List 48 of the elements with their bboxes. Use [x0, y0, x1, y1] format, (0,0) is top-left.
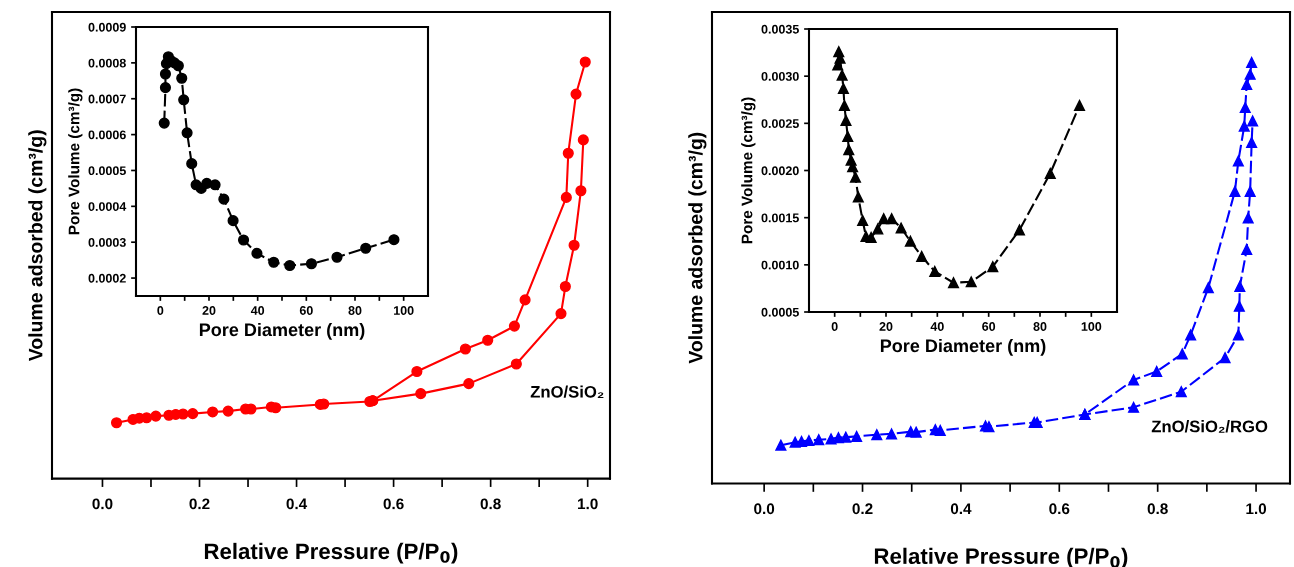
y-tick-label: 0.0015: [761, 213, 799, 223]
y-tick-label: 0.0006: [88, 130, 126, 140]
x-tick-label: 0.6: [383, 498, 404, 510]
x-tick-label: 0.4: [286, 498, 308, 510]
y-tick-label: 0.0002: [88, 273, 126, 283]
x-tick-label: 40: [930, 322, 944, 331]
y-tick-label: 0.0003: [88, 238, 126, 247]
x-tick-label: 0.4: [950, 503, 972, 515]
x-tick-label: 80: [348, 306, 362, 315]
x-tick-label: 0.2: [189, 498, 210, 510]
y-tick-label: 0.0008: [88, 58, 126, 68]
x-tick-label: 0: [831, 322, 838, 331]
x-tick-label: 80: [1033, 322, 1047, 331]
x-tick-label: 0.0: [754, 503, 775, 515]
y-tick-label: 0.0004: [88, 202, 127, 211]
y-axis-title: Pore Volume (cm³/g): [68, 88, 83, 235]
y-tick-label: 0.0007: [88, 94, 126, 104]
x-tick-label: 100: [1081, 322, 1102, 331]
x-tick-label: 0.0: [92, 498, 113, 510]
annotation: ZnO/SiO₂: [530, 385, 604, 399]
y-tick-label: 0.0030: [761, 71, 799, 81]
x-tick-label: 1.0: [578, 498, 598, 510]
y-tick-label: 0.0005: [761, 307, 799, 317]
y-tick-label: 0.0010: [761, 260, 799, 270]
x-axis-title: Pore Diameter (nm): [199, 322, 365, 340]
x-axis-title: Relative Pressure (P/P$_{0}$): [204, 542, 458, 564]
x-tick-label: 20: [202, 306, 216, 315]
y-tick-label: 0.0035: [761, 24, 799, 34]
x-axis-title: Pore Diameter (nm): [880, 338, 1046, 356]
x-tick-label: 60: [299, 306, 313, 315]
x-tick-label: 0.8: [480, 498, 501, 510]
x-tick-label: 1.0: [1246, 503, 1267, 515]
x-tick-label: 60: [982, 322, 996, 331]
y-tick-label: 0.0005: [88, 166, 126, 176]
x-tick-label: 40: [250, 306, 265, 315]
y-axis-title: Volume adsorbed (cm³/g): [688, 132, 707, 364]
x-tick-label: 100: [394, 306, 414, 315]
x-tick-label: 0.8: [1147, 503, 1168, 515]
y-axis-title: Pore Volume (cm³/g): [741, 97, 756, 244]
x-tick-label: 20: [879, 322, 893, 331]
annotation: ZnO/SiO₂/RGO: [1151, 420, 1268, 433]
x-tick-label: 0.6: [1049, 503, 1070, 515]
x-tick-label: 0: [157, 306, 164, 315]
x-tick-label: 0.2: [852, 503, 873, 515]
y-axis-title: Volume adsorbed (cm³/g): [28, 130, 47, 362]
y-tick-label: 0.0020: [761, 166, 799, 176]
y-tick-label: 0.0025: [761, 119, 799, 128]
y-tick-label: 0.0009: [88, 22, 126, 32]
